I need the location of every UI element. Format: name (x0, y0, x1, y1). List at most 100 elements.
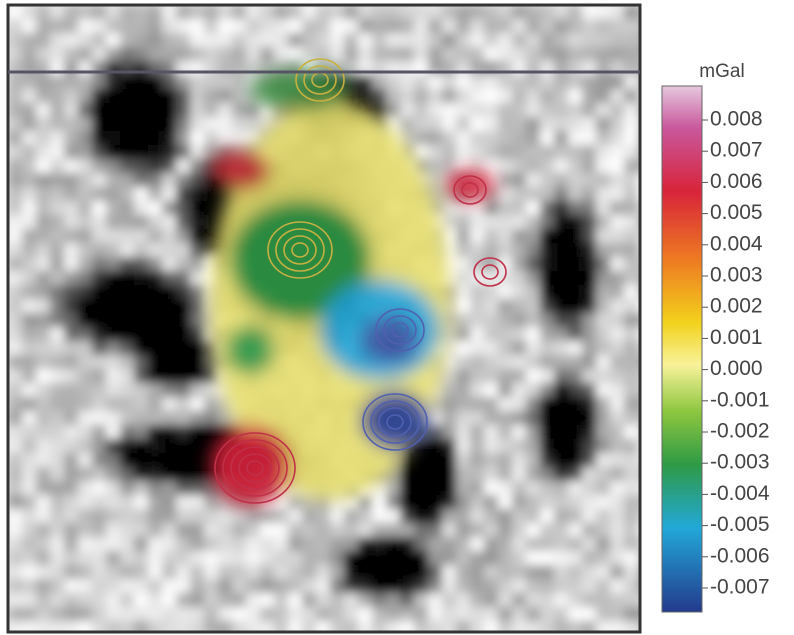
texture-cell (22, 75, 37, 90)
texture-cell (512, 229, 527, 244)
texture-cell (540, 285, 555, 300)
texture-cell (92, 551, 107, 566)
texture-cell (456, 215, 471, 230)
texture-cell (512, 215, 527, 230)
texture-cell (400, 19, 415, 34)
texture-cell (148, 285, 163, 300)
texture-cell (190, 131, 205, 146)
texture-cell (148, 243, 163, 258)
texture-cell (8, 257, 23, 272)
texture-cell (568, 369, 583, 384)
contour (214, 432, 296, 504)
texture-cell (624, 607, 639, 622)
texture-cell (8, 523, 23, 538)
texture-cell (176, 117, 191, 132)
texture-cell (78, 145, 93, 160)
texture-cell (246, 47, 261, 62)
texture-cell (554, 5, 569, 20)
texture-cell (456, 453, 471, 468)
texture-cell (442, 621, 457, 632)
texture-cell (134, 271, 149, 286)
texture-cell (498, 215, 513, 230)
texture-cell (64, 103, 79, 118)
texture-cell (190, 159, 205, 174)
texture-cell (344, 593, 359, 608)
texture-cell (64, 61, 79, 76)
texture-cell (442, 425, 457, 440)
texture-cell (512, 509, 527, 524)
texture-cell (78, 61, 93, 76)
texture-cell (22, 159, 37, 174)
texture-cell (92, 411, 107, 426)
texture-cell (526, 607, 541, 622)
texture-cell (498, 243, 513, 258)
texture-cell (456, 5, 471, 20)
texture-cell (134, 159, 149, 174)
texture-cell (106, 131, 121, 146)
texture-cell (470, 551, 485, 566)
texture-cell (512, 117, 527, 132)
texture-cell (106, 607, 121, 622)
texture-cell (148, 551, 163, 566)
texture-cell (568, 579, 583, 594)
texture-cell (120, 187, 135, 202)
texture-cell (120, 411, 135, 426)
texture-cell (624, 187, 639, 202)
texture-cell (456, 537, 471, 552)
texture-cell (92, 607, 107, 622)
texture-cell (22, 243, 37, 258)
texture-cell (610, 523, 625, 538)
texture-cell (498, 159, 513, 174)
texture-cell (218, 89, 233, 104)
texture-cell (456, 621, 471, 632)
texture-cell (106, 551, 121, 566)
texture-cell (176, 341, 191, 356)
texture-cell (344, 537, 359, 552)
texture-cell (624, 537, 639, 552)
texture-cell (302, 551, 317, 566)
texture-cell (540, 159, 555, 174)
texture-cell (610, 593, 625, 608)
texture-cell (50, 47, 65, 62)
texture-cell (554, 481, 569, 496)
texture-cell (512, 201, 527, 216)
texture-cell (372, 523, 387, 538)
texture-cell (204, 397, 219, 412)
texture-cell (190, 355, 205, 370)
texture-cell (456, 89, 471, 104)
texture-cell (134, 313, 149, 328)
texture-cell (596, 89, 611, 104)
texture-cell (414, 607, 429, 622)
texture-cell (610, 397, 625, 412)
texture-cell (428, 593, 443, 608)
texture-cell (64, 313, 79, 328)
texture-cell (22, 285, 37, 300)
texture-cell (596, 145, 611, 160)
texture-cell (64, 565, 79, 580)
texture-cell (610, 439, 625, 454)
texture-cell (568, 173, 583, 188)
texture-cell (456, 19, 471, 34)
texture-cell (526, 397, 541, 412)
texture-cell (78, 565, 93, 580)
texture-cell (414, 467, 429, 482)
texture-cell (498, 551, 513, 566)
texture-cell (8, 551, 23, 566)
texture-cell (540, 89, 555, 104)
texture-cell (358, 537, 373, 552)
texture-cell (288, 537, 303, 552)
texture-cell (568, 313, 583, 328)
texture-cell (190, 411, 205, 426)
texture-cell (540, 439, 555, 454)
texture-cell (554, 327, 569, 342)
texture-cell (624, 383, 639, 398)
texture-cell (106, 5, 121, 20)
texture-cell (190, 467, 205, 482)
texture-cell (428, 523, 443, 538)
texture-cell (78, 243, 93, 258)
texture-cell (470, 621, 485, 632)
texture-cell (120, 61, 135, 76)
texture-cell (106, 509, 121, 524)
texture-cell (512, 313, 527, 328)
texture-cell (288, 593, 303, 608)
